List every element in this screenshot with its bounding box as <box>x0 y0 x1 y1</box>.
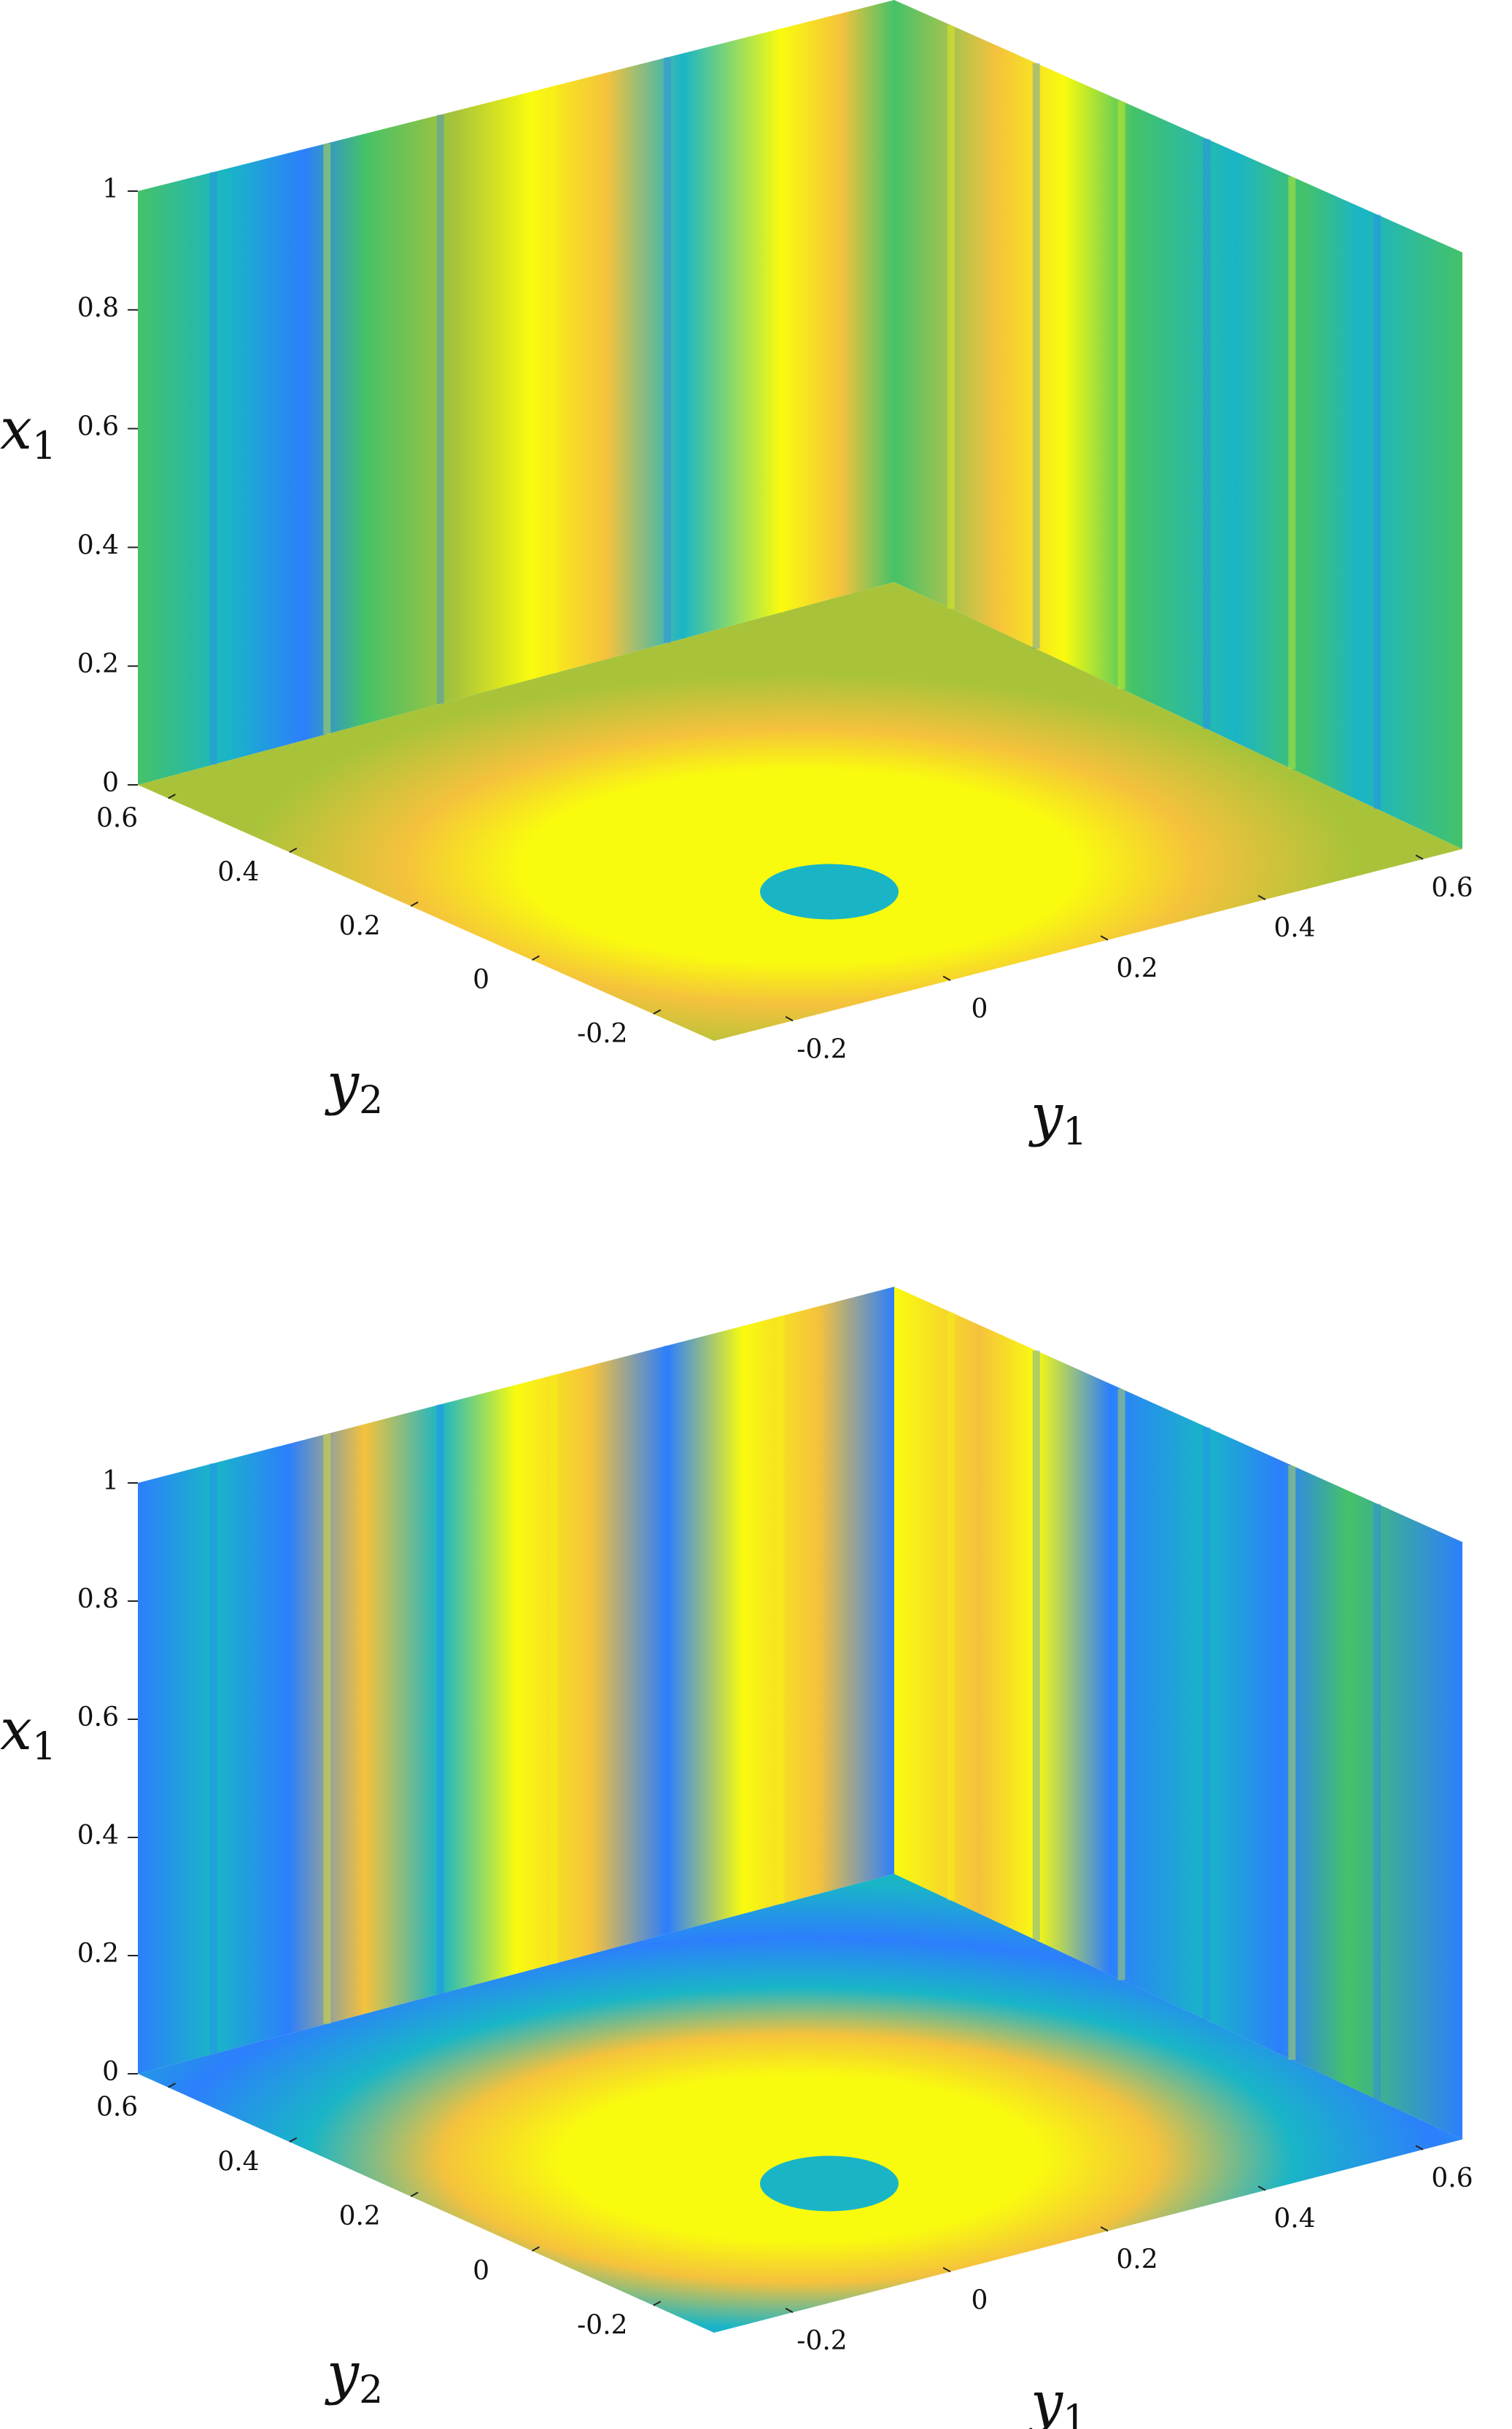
x1-tick-label: 0.2 <box>77 1939 119 1969</box>
y1-tick-label: -0.2 <box>796 1034 847 1064</box>
x1-tick-label: 0.4 <box>77 530 119 560</box>
y2-tick <box>410 2191 419 2198</box>
y1-axis-title: y1 <box>1028 2370 1087 2429</box>
y2-tick-label: 0.6 <box>96 2093 138 2123</box>
panel-top: 0 0.2 0.4 0.6 0.8 1 x1 -0.2 0 0.2 0.4 0.6 y2 -0.2 0 0.2… <box>0 0 1473 1154</box>
y2-tick <box>289 847 298 853</box>
y2-tick-label: 0 <box>473 965 489 995</box>
y1-tick <box>1257 894 1266 901</box>
y2-tick-label: 0 <box>473 2256 489 2286</box>
y1-tick-label: 0 <box>972 994 988 1024</box>
y1-tick <box>1415 854 1424 860</box>
y1-tick <box>1100 2226 1109 2232</box>
y2-tick-label: 0.4 <box>217 2147 259 2177</box>
y2-tick <box>653 1009 662 1015</box>
y1-tick-label: 0.4 <box>1273 913 1315 943</box>
y1-tick-label: 0.2 <box>1116 2245 1158 2275</box>
x1-axis-title: x1 <box>0 1697 56 1769</box>
y2-tick-label: 0.2 <box>339 911 381 941</box>
y2-tick-label: 0.4 <box>217 857 259 887</box>
x1-tick-label: 0.2 <box>77 649 119 679</box>
floor-y1-y2 <box>138 1874 1462 2333</box>
y1-tick-label: 0.4 <box>1273 2204 1315 2234</box>
y1-tick <box>1415 2145 1424 2150</box>
y1-tick <box>942 2266 951 2273</box>
y1-tick <box>1257 2185 1266 2191</box>
x1-tick-label: 1 <box>102 174 119 204</box>
wall-y2-x1 <box>138 0 894 785</box>
y2-tick <box>532 955 540 961</box>
x1-tick-label: 0.6 <box>77 412 119 442</box>
y2-axis-title: y2 <box>325 2341 383 2412</box>
y1-tick <box>785 2307 794 2313</box>
y2-tick <box>532 2246 540 2252</box>
y2-tick <box>289 2137 298 2143</box>
y2-tick <box>168 794 176 799</box>
y2-tick <box>168 2083 176 2088</box>
y2-tick-label: -0.2 <box>577 1019 627 1049</box>
x1-axis-title: x1 <box>0 397 56 468</box>
floor-central-region <box>760 864 899 920</box>
y2-tick-label: 0.6 <box>96 803 138 833</box>
panel-bottom: 0 0.2 0.4 0.6 0.8 1 x1 -0.2 0 0.2 0.4 0.6 y2 -0.2 0 0.2… <box>0 1287 1473 2429</box>
y1-tick-label: -0.2 <box>796 2326 847 2356</box>
y2-tick <box>410 901 419 907</box>
y1-tick <box>785 1015 794 1022</box>
y1-axis-title: y1 <box>1028 1082 1087 1154</box>
y1-tick-label: 0 <box>972 2285 988 2315</box>
floor-y1-y2 <box>138 582 1462 1041</box>
y2-tick <box>653 2301 662 2306</box>
y2-tick-label: 0.2 <box>339 2201 381 2231</box>
wall-y2-x1 <box>138 1287 894 2074</box>
floor-central-region <box>760 2155 899 2212</box>
x1-tick-label: 0.6 <box>77 1702 119 1732</box>
y1-tick-label: 0.2 <box>1116 954 1158 984</box>
y1-tick <box>1100 935 1109 941</box>
y1-tick <box>942 975 951 981</box>
x1-tick-label: 0.8 <box>77 293 119 323</box>
wall-y1-x1 <box>894 1287 1462 2139</box>
x1-tick-label: 0.8 <box>77 1584 119 1614</box>
x1-tick-label: 0.4 <box>77 1821 119 1851</box>
y2-tick-label: -0.2 <box>577 2311 627 2341</box>
y1-tick-label: 0.6 <box>1431 2163 1473 2193</box>
y2-axis-title: y2 <box>325 1051 383 1123</box>
x1-tick-label: 0 <box>102 2057 119 2087</box>
x1-tick-label: 0 <box>102 768 119 798</box>
wall-y1-x1 <box>894 0 1462 849</box>
x1-tick-label: 1 <box>102 1466 119 1496</box>
y1-tick-label: 0.6 <box>1431 873 1473 903</box>
